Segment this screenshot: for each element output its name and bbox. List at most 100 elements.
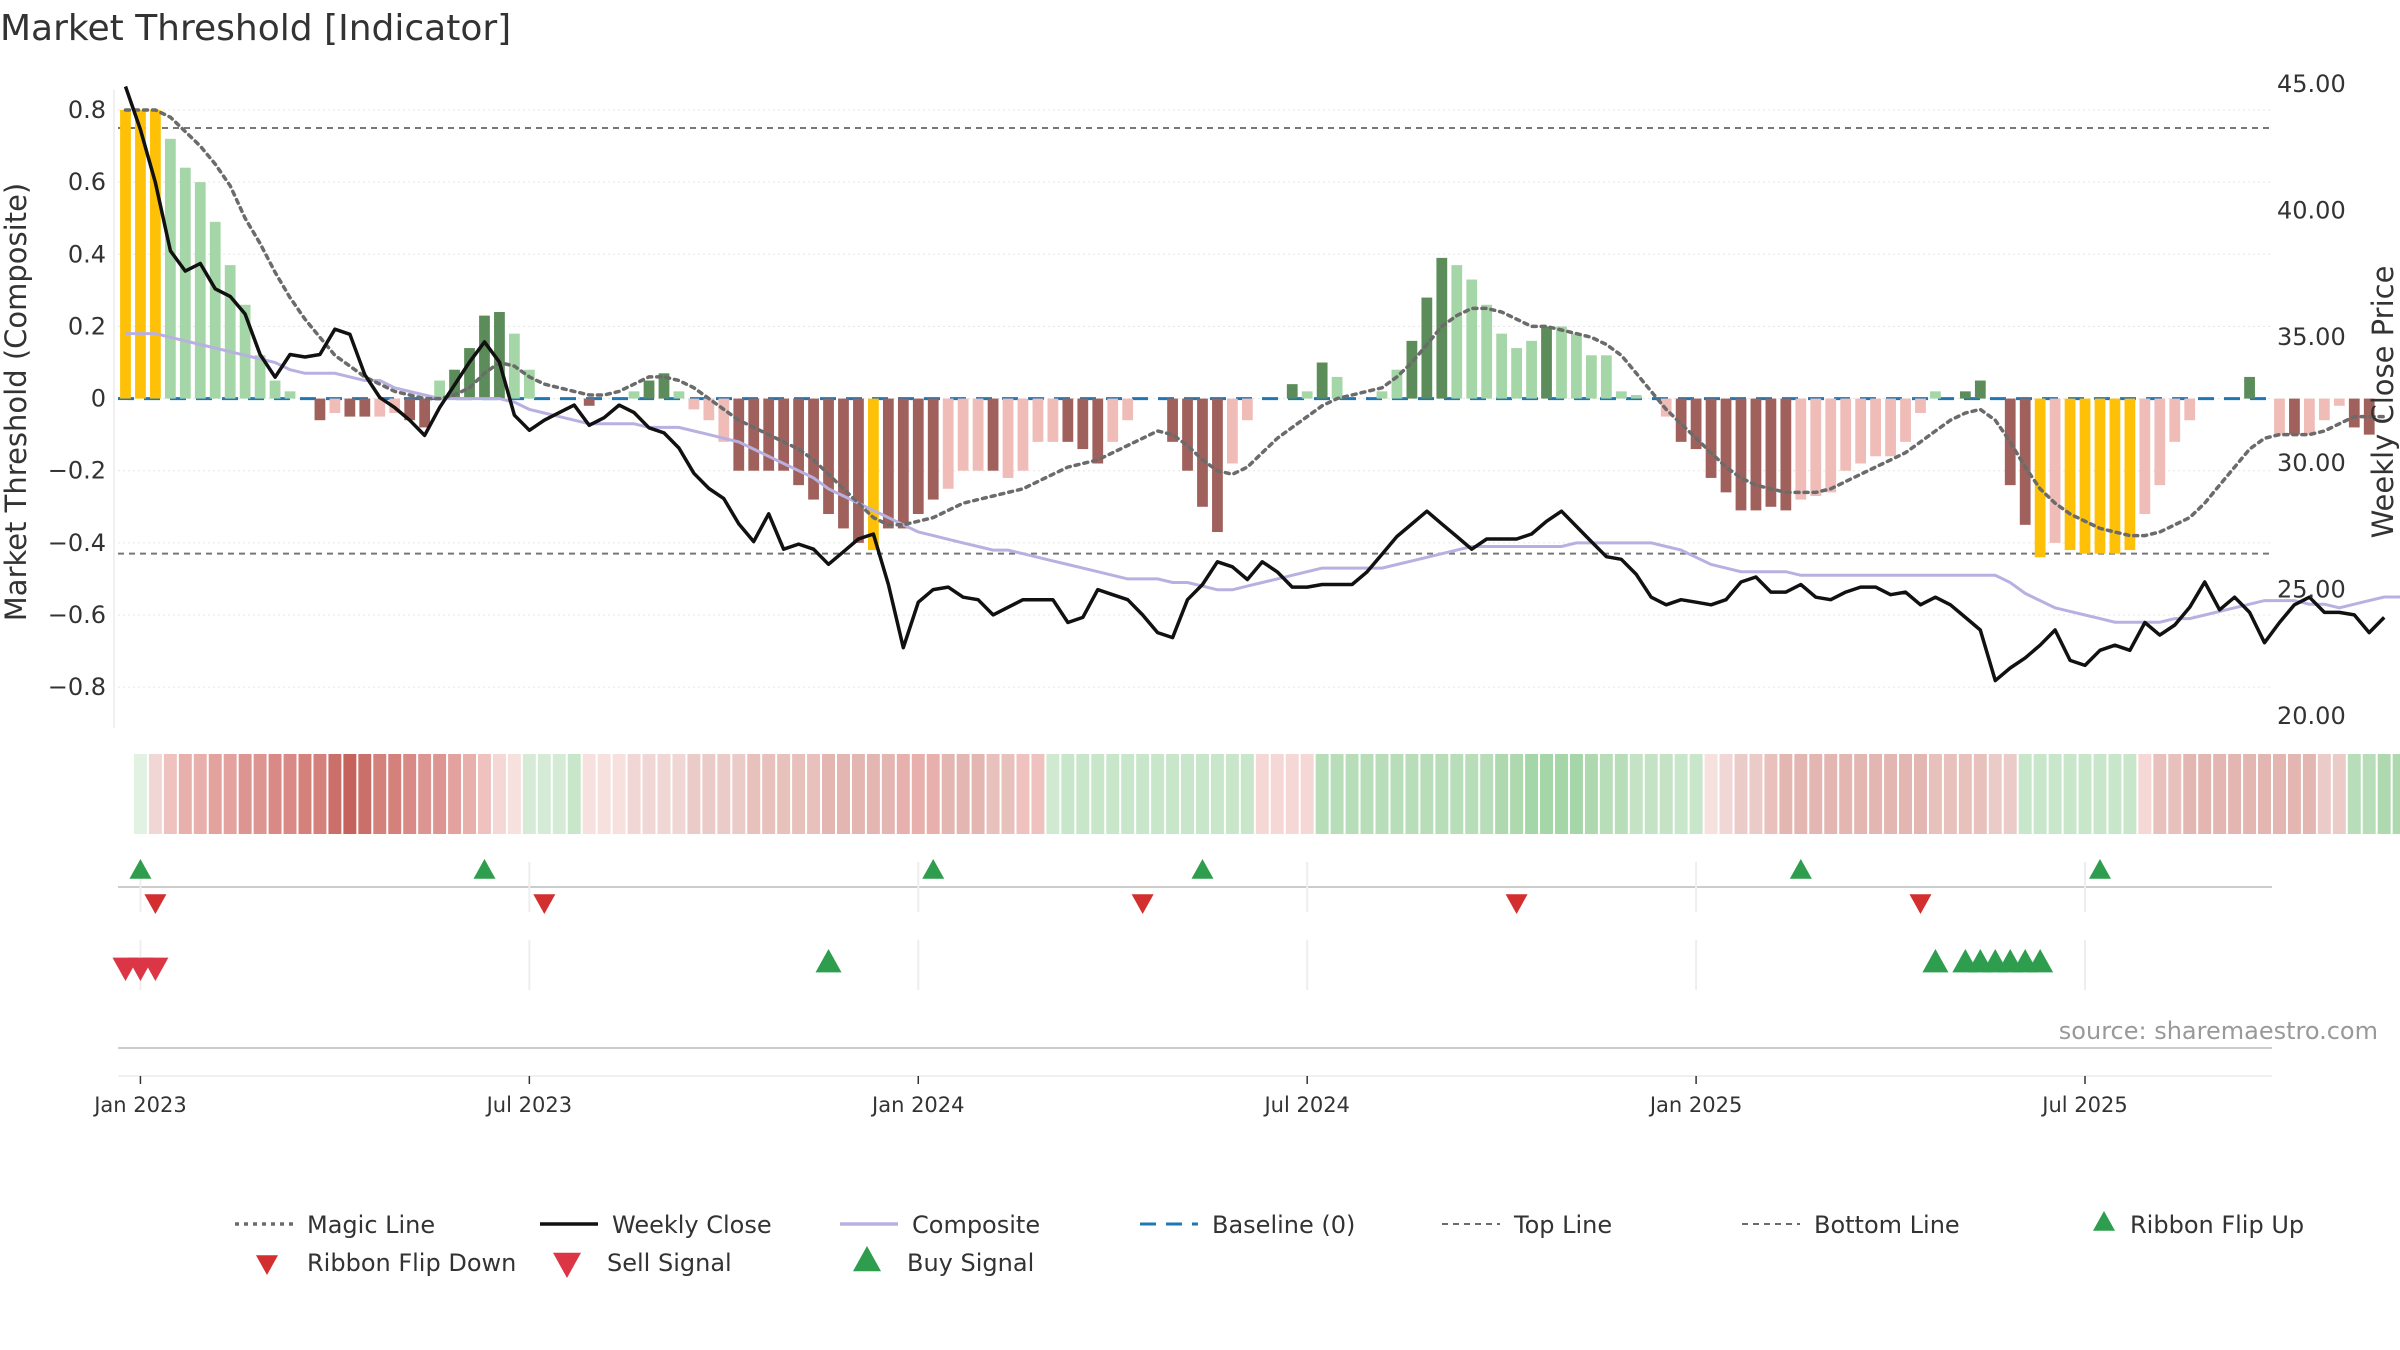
- composite-bar: [987, 398, 999, 471]
- composite-bar: [1451, 265, 1463, 399]
- ribbon-cell: [1779, 754, 1793, 834]
- composite-bar: [224, 265, 236, 399]
- ribbon-cell: [1091, 754, 1105, 834]
- right-tick-label: 35.00: [2277, 323, 2346, 351]
- ribbon-cell: [1973, 754, 1987, 834]
- ribbon-cell: [268, 754, 282, 834]
- composite-bar: [419, 398, 431, 428]
- composite-bar: [359, 398, 371, 417]
- legend-label: Ribbon Flip Up: [2130, 1211, 2304, 1239]
- composite-bar: [1167, 398, 1178, 442]
- composite-bar: [748, 398, 760, 471]
- left-tick-label: −0.6: [48, 601, 106, 629]
- ribbon-cell: [1046, 754, 1060, 834]
- ribbon-cell: [2018, 754, 2032, 834]
- composite-bar: [1047, 398, 1059, 442]
- right-tick-label: 40.00: [2277, 196, 2346, 224]
- composite-bar: [1630, 394, 1642, 399]
- composite-bar: [1586, 355, 1597, 399]
- composite-bars: [120, 110, 2375, 558]
- composite-bar: [2094, 398, 2106, 554]
- legend-label: Ribbon Flip Down: [307, 1249, 516, 1277]
- ribbon-cell: [2302, 754, 2316, 834]
- legend-item: Sell Signal: [553, 1249, 732, 1278]
- legend-label: Buy Signal: [907, 1249, 1034, 1277]
- ribbon-cell: [986, 754, 1000, 834]
- legend-label: Weekly Close: [612, 1211, 772, 1239]
- composite-bar: [897, 398, 909, 529]
- composite-bar: [838, 398, 849, 529]
- ribbon-cell: [1569, 754, 1583, 834]
- legend-item: Magic Line: [235, 1211, 435, 1239]
- ribbon-cell: [1884, 754, 1898, 834]
- composite-bar: [1241, 398, 1253, 421]
- ribbon-cell: [133, 754, 147, 834]
- ribbon-cell: [1899, 754, 1912, 834]
- ribbon-cell: [2332, 754, 2346, 834]
- right-axis-label: Weekly Close Price: [2366, 266, 2400, 539]
- ribbon-flip-up-marker: [1789, 859, 1812, 879]
- ribbon-cell: [822, 754, 835, 834]
- composite-bar: [972, 398, 984, 471]
- ribbon-cell: [148, 754, 162, 834]
- composite-bar: [703, 398, 715, 421]
- composite-bar: [1855, 398, 1867, 464]
- composite-bar: [1556, 326, 1567, 399]
- ribbon-cell: [926, 754, 940, 834]
- ribbon-cell: [2213, 754, 2227, 834]
- ribbon-cell: [1166, 754, 1180, 834]
- ribbon-cell: [448, 754, 462, 834]
- ribbon-cell: [1555, 754, 1568, 834]
- composite-bar: [1301, 391, 1313, 399]
- legend-label: Bottom Line: [1814, 1211, 1960, 1239]
- composite-bar: [179, 167, 191, 399]
- composite-bar: [778, 398, 790, 471]
- ribbon-cell: [433, 754, 447, 834]
- ribbon-cell: [1644, 754, 1658, 834]
- composite-bar: [942, 398, 954, 489]
- composite-bar: [2139, 398, 2151, 514]
- composite-bar: [2304, 398, 2315, 435]
- composite-bar: [239, 304, 251, 399]
- ribbon-cell: [418, 754, 432, 834]
- composite-bar: [1406, 340, 1418, 399]
- composite-bar: [1974, 380, 1986, 399]
- ribbon-cell: [298, 754, 312, 834]
- ribbon-flip-lane: [118, 859, 2272, 914]
- ribbon-cell: [792, 754, 806, 834]
- ribbon-cell: [1151, 754, 1165, 834]
- ribbon-cell: [612, 754, 626, 834]
- composite-bar: [1227, 398, 1238, 464]
- ribbon-flip-down-marker: [1909, 894, 1932, 914]
- composite-bar: [494, 312, 505, 399]
- legend-item: Weekly Close: [540, 1211, 772, 1239]
- composite-bar: [1496, 333, 1508, 399]
- ribbon-flip-up-marker: [129, 859, 152, 879]
- composite-bar: [479, 315, 490, 399]
- ribbon-cell: [2063, 754, 2077, 834]
- ribbon-cell: [178, 754, 192, 834]
- ribbon-cell: [1674, 754, 1688, 834]
- ribbon-cell: [911, 754, 925, 834]
- ribbon-cell: [1854, 754, 1868, 834]
- composite-bar: [1197, 398, 1208, 507]
- composite-bar: [1286, 384, 1298, 399]
- left-axis-label: Market Threshold (Composite): [0, 183, 33, 621]
- ribbon-cell: [2287, 754, 2301, 834]
- ribbon-cell: [627, 754, 641, 834]
- ribbon-cell: [567, 754, 581, 834]
- ribbon-cell: [1525, 754, 1539, 834]
- right-tick-label: 25.00: [2277, 576, 2346, 604]
- composite-bar: [2244, 376, 2255, 399]
- composite-bar: [2289, 398, 2300, 435]
- ribbon-cell: [313, 754, 327, 834]
- ribbon-cell: [1420, 754, 1434, 834]
- ribbon-cell: [253, 754, 267, 834]
- composite-bar: [1720, 398, 1732, 493]
- composite-bar: [718, 398, 730, 442]
- composite-bar: [1900, 398, 1911, 442]
- ribbon-cell: [1510, 754, 1524, 834]
- ribbon-cell: [1749, 754, 1763, 834]
- composite-bar: [2154, 398, 2166, 486]
- composite-bar: [1376, 391, 1388, 399]
